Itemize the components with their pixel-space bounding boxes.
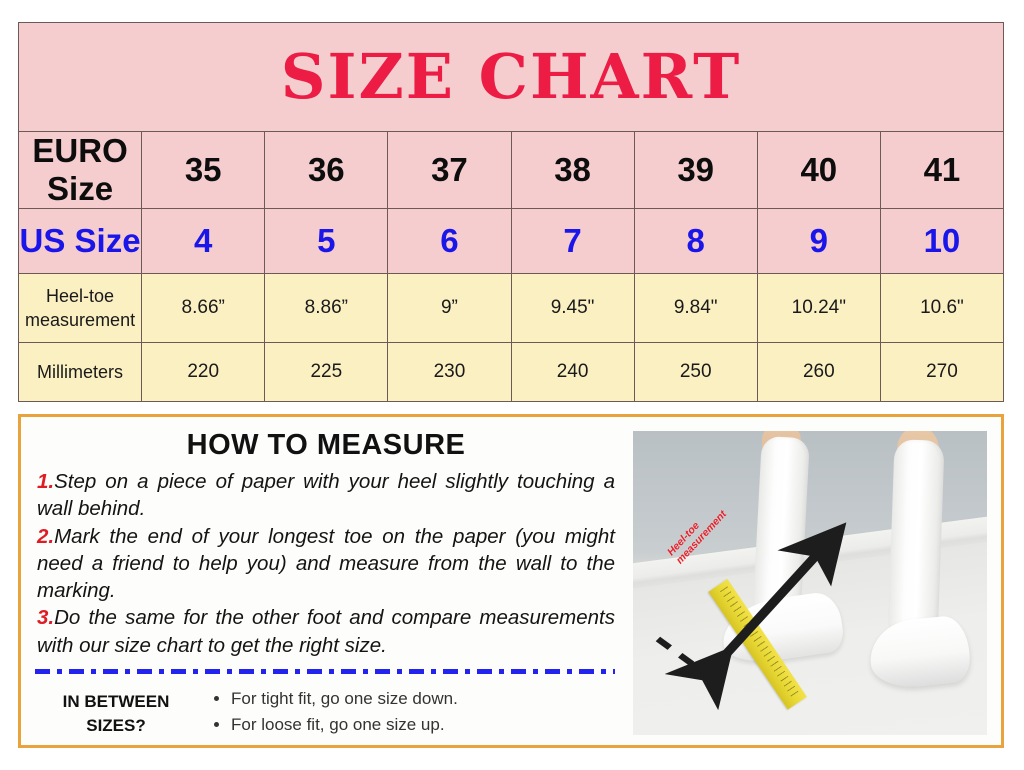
cell-mm-7: 270: [879, 342, 1005, 402]
step-3-text: Do the same for the other foot and compa…: [37, 606, 615, 657]
measurement-photo: Heel-toe measurement: [633, 431, 987, 735]
in-between-label-line1: IN BETWEEN: [62, 691, 170, 711]
in-between-label-line2: SIZES?: [86, 716, 146, 736]
list-item: For tight fit, go one size down.: [231, 686, 458, 712]
cell-euro-41: 41: [879, 131, 1005, 209]
table-row-us-size: US Size 4 5 6 7 8 9 10: [17, 208, 1005, 274]
step-2-number: 2.: [37, 524, 55, 548]
in-between-sizes-section: IN BETWEEN SIZES? For tight fit, go one …: [21, 686, 631, 739]
cell-heel-6: 10.24": [756, 273, 881, 343]
dashed-divider: [35, 668, 615, 674]
cell-us-2: 5: [264, 208, 389, 274]
cell-euro-38: 38: [510, 131, 635, 209]
in-between-sizes-label: IN BETWEEN SIZES?: [31, 686, 201, 739]
cell-us-1: 4: [141, 208, 266, 274]
page-title: SIZE CHART: [280, 40, 742, 113]
how-to-measure-heading: HOW TO MEASURE: [186, 429, 466, 461]
measurement-arrow-icon: [655, 522, 847, 711]
instructions-column: HOW TO MEASURE 1.Step on a piece of pape…: [21, 417, 631, 745]
cell-heel-5: 9.84": [633, 273, 758, 343]
table-row-euro-size: EURO Size 35 36 37 38 39 40 41: [17, 131, 1005, 209]
cell-euro-35: 35: [141, 131, 266, 209]
cell-euro-37: 37: [387, 131, 512, 209]
cell-heel-1: 8.66”: [141, 273, 266, 343]
cell-mm-1: 220: [141, 342, 266, 402]
how-to-measure-panel: HOW TO MEASURE 1.Step on a piece of pape…: [18, 414, 1004, 748]
table-row-heel-toe: Heel-toe measurement 8.66” 8.86” 9” 9.45…: [17, 273, 1005, 343]
cell-mm-2: 225: [264, 342, 389, 402]
row-label-us-size: US Size: [17, 208, 143, 274]
cell-heel-2: 8.86”: [264, 273, 389, 343]
instruction-step-2: 2.Mark the end of your longest toe on th…: [37, 523, 615, 605]
cell-us-7: 10: [879, 208, 1005, 274]
cell-mm-5: 250: [633, 342, 758, 402]
cell-euro-36: 36: [264, 131, 389, 209]
title-row: SIZE CHART: [18, 22, 1004, 132]
instruction-step-1: 1.Step on a piece of paper with your hee…: [37, 468, 615, 523]
photo-background: Heel-toe measurement: [633, 431, 987, 735]
cell-us-4: 7: [510, 208, 635, 274]
cell-heel-4: 9.45": [510, 273, 635, 343]
cell-mm-6: 260: [756, 342, 881, 402]
row-label-millimeters: Millimeters: [17, 342, 143, 402]
step-2-text: Mark the end of your longest toe on the …: [37, 524, 615, 603]
heel-toe-label-line1: Heel-toe: [46, 285, 115, 306]
step-3-number: 3.: [37, 606, 55, 630]
cell-euro-39: 39: [633, 131, 758, 209]
cell-us-3: 6: [387, 208, 512, 274]
cell-mm-3: 230: [387, 342, 512, 402]
step-1-number: 1.: [37, 470, 55, 493]
row-label-euro-size: EURO Size: [17, 131, 143, 209]
list-item: For loose fit, go one size up.: [231, 712, 458, 738]
cell-mm-4: 240: [510, 342, 635, 402]
fit-tips-list: For tight fit, go one size down. For loo…: [201, 686, 458, 739]
cell-us-6: 9: [756, 208, 881, 274]
cell-heel-7: 10.6": [879, 273, 1005, 343]
title-cell: SIZE CHART: [18, 22, 1004, 132]
instruction-step-3: 3.Do the same for the other foot and com…: [37, 604, 615, 659]
cell-euro-40: 40: [756, 131, 881, 209]
cell-us-5: 8: [633, 208, 758, 274]
table-row-millimeters: Millimeters 220 225 230 240 250 260 270: [17, 342, 1005, 402]
step-1-text: Step on a piece of paper with your heel …: [37, 470, 615, 521]
row-label-heel-toe: Heel-toe measurement: [17, 273, 143, 343]
cell-heel-3: 9”: [387, 273, 512, 343]
heel-toe-label-line2: measurement: [25, 310, 136, 330]
size-chart-table: SIZE CHART EURO Size 35 36 37 38 39 40 4…: [17, 22, 1005, 402]
